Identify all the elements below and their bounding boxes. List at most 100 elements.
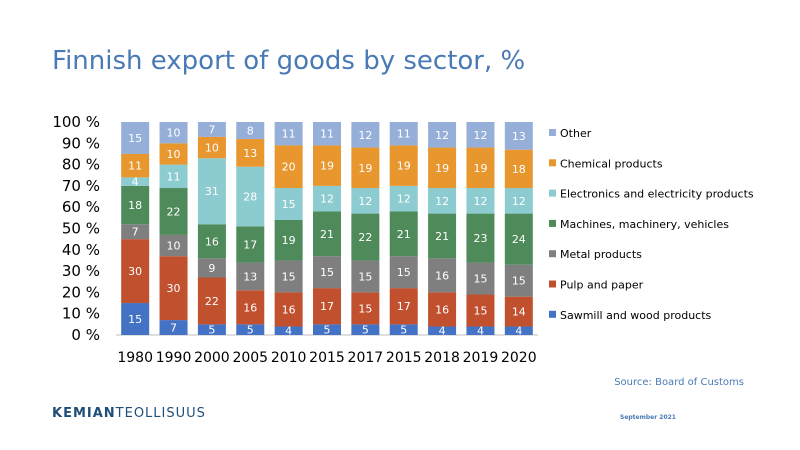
- bar-segment: [351, 122, 380, 148]
- data-label: 4: [515, 325, 522, 338]
- bar-segment: [351, 213, 380, 261]
- x-tick-label: 2015: [309, 350, 345, 366]
- bar-segment: [389, 324, 418, 335]
- data-label: 21: [397, 228, 411, 241]
- bar-segment: [197, 324, 226, 335]
- data-label: 15: [473, 273, 487, 286]
- data-label: 7: [170, 322, 177, 335]
- y-tick-label: 100 %: [52, 113, 100, 131]
- data-label: 19: [435, 162, 449, 175]
- data-label: 10: [167, 240, 181, 253]
- data-label: 19: [473, 162, 487, 175]
- data-label: 10: [205, 142, 219, 155]
- bar-segment: [428, 188, 457, 214]
- x-tick-label: 2020: [501, 350, 537, 366]
- data-label: 17: [243, 238, 257, 251]
- bar-segment: [313, 145, 341, 186]
- bar-segment: [313, 211, 341, 257]
- data-label: 11: [167, 170, 181, 183]
- bar-segment: [351, 292, 380, 325]
- x-tick-label: 2000: [194, 350, 230, 366]
- y-tick-label: 80 %: [62, 156, 100, 174]
- bar-segment: [159, 164, 188, 189]
- x-tick-label: 2018: [424, 350, 460, 366]
- bar-segment: [504, 326, 533, 335]
- bar-segment: [236, 226, 265, 263]
- y-tick-label: 40 %: [62, 241, 100, 259]
- bar-segment: [274, 260, 303, 293]
- bar-segment: [389, 288, 418, 325]
- bar-segment: [236, 290, 265, 325]
- bar-segment: [197, 258, 226, 278]
- bar-segment: [159, 320, 188, 335]
- bar-segment: [274, 292, 303, 327]
- bar-segment: [504, 122, 533, 150]
- data-label: 11: [397, 128, 411, 141]
- data-label: 17: [320, 300, 334, 313]
- x-tick-label: 2015: [386, 350, 422, 366]
- bar-segment: [121, 122, 150, 154]
- bar-segment: [121, 185, 150, 225]
- data-label: 5: [247, 324, 254, 337]
- data-label: 17: [397, 300, 411, 313]
- y-tick-label: 90 %: [62, 134, 100, 152]
- data-label: 21: [435, 230, 449, 243]
- legend-label: Sawmill and wood products: [560, 309, 712, 322]
- legend-label: Metal products: [560, 248, 642, 261]
- data-label: 15: [473, 305, 487, 318]
- legend-label: Electronics and electricity products: [560, 188, 754, 201]
- bar-segment: [504, 188, 533, 214]
- bar-segment: [121, 177, 150, 186]
- bar-segment: [428, 213, 457, 259]
- data-label: 15: [358, 302, 372, 315]
- bar-segment: [351, 324, 380, 335]
- data-label: 12: [435, 195, 449, 208]
- bar-segment: [466, 122, 495, 148]
- data-label: 12: [435, 129, 449, 142]
- data-label: 15: [358, 270, 372, 283]
- bar-segment: [197, 158, 226, 225]
- data-label: 4: [132, 176, 139, 189]
- y-tick-label: 30 %: [62, 262, 100, 280]
- data-label: 18: [128, 199, 142, 212]
- bar-segment: [236, 262, 265, 291]
- bar-segment: [274, 145, 303, 189]
- bar-segment: [351, 147, 380, 189]
- y-tick-label: 70 %: [62, 177, 100, 195]
- data-label: 15: [282, 270, 296, 283]
- date-label: September 2021: [620, 414, 676, 421]
- data-label: 4: [439, 325, 446, 338]
- data-label: 16: [435, 269, 449, 282]
- data-label: 23: [473, 232, 487, 245]
- bar-segment: [159, 188, 188, 235]
- bar-segment: [351, 260, 380, 293]
- data-label: 5: [362, 324, 369, 337]
- data-label: 16: [282, 303, 296, 316]
- bar-segment: [159, 234, 188, 257]
- data-label: 31: [205, 185, 219, 198]
- bar-segment: [197, 224, 226, 259]
- data-label: 7: [208, 123, 215, 136]
- bar-segment: [504, 264, 533, 297]
- bar-segment: [351, 188, 380, 214]
- bar-segment: [313, 324, 341, 335]
- legend-label: Other: [560, 127, 592, 140]
- bar-segment: [504, 149, 533, 189]
- bar-segment: [274, 122, 303, 146]
- bar-segment: [389, 122, 418, 146]
- page-title: Finnish export of goods by sector, %: [52, 46, 526, 76]
- bar-segment: [197, 122, 226, 137]
- data-label: 9: [208, 262, 215, 275]
- data-label: 4: [285, 325, 292, 338]
- bar-segment: [504, 213, 533, 265]
- bar-segment: [197, 277, 226, 325]
- y-tick-label: 0 %: [71, 326, 100, 344]
- data-label: 11: [282, 128, 296, 141]
- bar-segment: [313, 122, 341, 146]
- bar-segment: [121, 224, 150, 240]
- source-note: Source: Board of Customs: [614, 377, 744, 388]
- data-label: 5: [324, 324, 331, 337]
- company-logo: KEMIANTEOLLISUUS: [52, 406, 206, 421]
- data-label: 11: [320, 128, 334, 141]
- data-label: 13: [512, 130, 526, 143]
